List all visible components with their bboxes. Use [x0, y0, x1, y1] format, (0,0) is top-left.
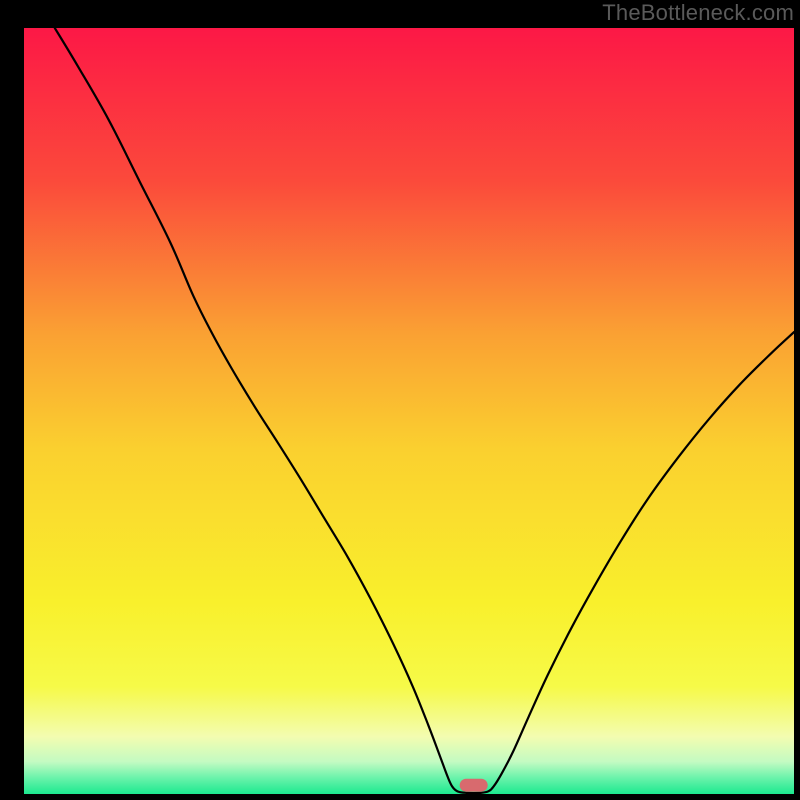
chart-plot-area [24, 28, 794, 794]
watermark-text: TheBottleneck.com [602, 0, 794, 26]
chart-marker [460, 779, 488, 792]
chart-svg [24, 28, 794, 794]
chart-stage: TheBottleneck.com [0, 0, 800, 800]
